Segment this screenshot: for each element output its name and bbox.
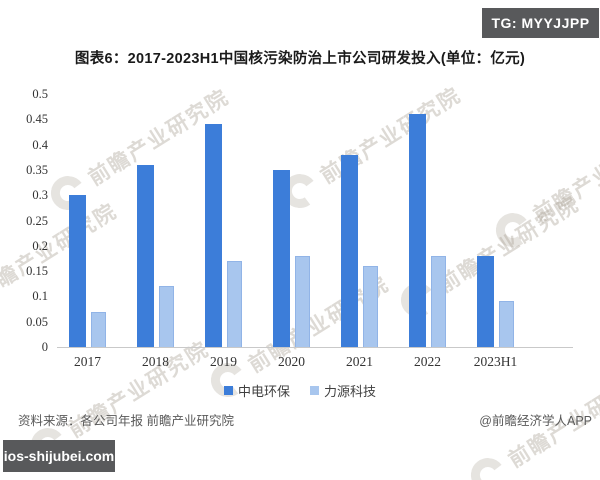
legend-item-力源科技: 力源科技: [310, 381, 376, 400]
bar-力源科技-2020: [295, 255, 310, 347]
y-tick-label: 0: [41, 340, 48, 354]
bar-力源科技-2018: [159, 286, 174, 347]
y-tick-label: 0.3: [32, 188, 48, 203]
x-tick-label: 2020: [278, 354, 305, 369]
bar-中电环保-2018: [137, 164, 154, 347]
chart-title: 图表6：2017-2023H1中国核污染防治上市公司研发投入(单位：亿元): [74, 51, 526, 67]
credit-note: @前瞻经济学人APP: [479, 414, 592, 428]
bar-力源科技-2022: [431, 255, 446, 347]
bar-group-2022: 2022: [409, 114, 446, 369]
bar-group-2018: 2018: [137, 164, 174, 369]
tg-badge: TG: MYYJJPP: [482, 8, 599, 38]
y-tick-label: 0.5: [32, 87, 48, 101]
bar-中电环保-2017: [69, 195, 86, 347]
legend-item-中电环保: 中电环保: [223, 381, 290, 400]
site-badge-label: ios-shijubei.com: [3, 448, 115, 464]
bar-力源科技-2023H1: [499, 301, 514, 347]
plot-area: 2017 2018 2019 2020 2021 2022 2023H1: [57, 95, 573, 369]
y-tick-label: 0.25: [26, 213, 48, 228]
source-note: 资料来源：各公司年报 前瞻产业研究院: [18, 414, 234, 428]
bar-中电环保-2019: [205, 124, 222, 347]
legend: 中电环保 力源科技: [0, 381, 600, 400]
bar-中电环保-2020: [273, 169, 290, 347]
y-tick-label: 0.15: [26, 264, 48, 279]
bar-力源科技-2019: [227, 260, 242, 347]
x-tick-label: 2019: [210, 354, 237, 369]
tg-badge-label: TG: MYYJJPP: [491, 15, 590, 31]
bar-group-2019: 2019: [205, 124, 242, 369]
y-tick-label: 0.05: [26, 314, 48, 329]
bar-group-2023H1: 2023H1: [474, 255, 517, 369]
bar-中电环保-2022: [409, 114, 426, 347]
site-badge: ios-shijubei.com: [3, 440, 115, 472]
legend-swatch-icon: [223, 386, 233, 395]
x-tick-label: 2022: [414, 354, 441, 369]
bar-中电环保-2023H1: [477, 255, 494, 347]
y-axis: 0 0.05 0.1 0.15 0.2 0.25 0.3 0.35 0.4 0.45 0.5: [0, 87, 50, 354]
legend-swatch-icon: [310, 386, 319, 395]
bar-力源科技-2017: [91, 311, 106, 347]
bar-group-2017: 2017: [69, 195, 106, 369]
x-tick-label: 2017: [74, 354, 101, 369]
x-tick-label: 2018: [142, 354, 169, 369]
x-tick-label: 2021: [346, 354, 373, 369]
y-tick-label: 0.45: [26, 112, 48, 127]
legend-label: 中电环保: [237, 384, 290, 399]
legend-label: 力源科技: [324, 384, 377, 399]
bar-中电环保-2021: [341, 154, 358, 347]
bar-力源科技-2021: [363, 266, 378, 347]
y-tick-label: 0.4: [32, 137, 48, 152]
y-tick-label: 0.1: [32, 289, 48, 304]
x-tick-label: 2023H1: [473, 354, 518, 369]
bar-group-2020: 2020: [273, 169, 310, 369]
bar-group-2021: 2021: [341, 154, 378, 369]
y-tick-label: 0.2: [32, 238, 48, 253]
y-tick-label: 0.35: [26, 162, 48, 177]
